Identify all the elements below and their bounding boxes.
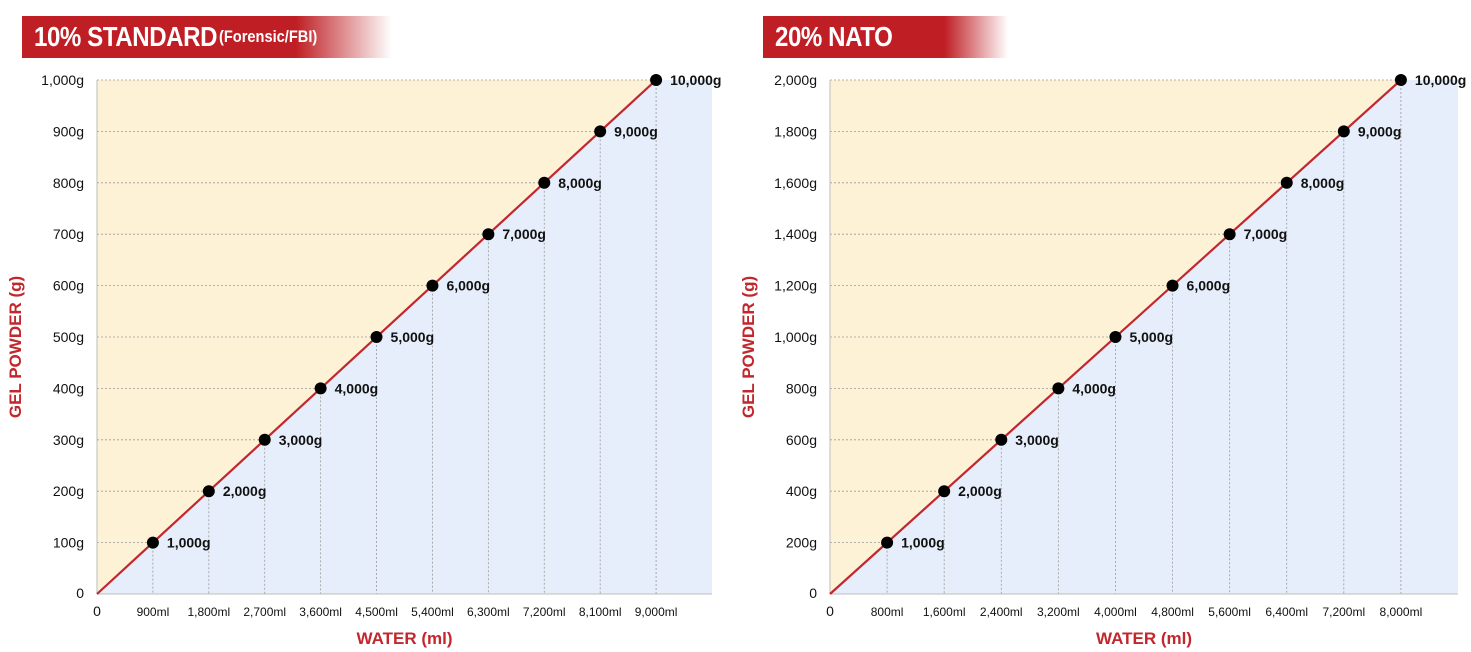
data-label: 3,000g bbox=[1015, 432, 1059, 448]
x-tick-label: 8,000ml bbox=[1380, 605, 1423, 619]
data-label: 9,000g bbox=[614, 123, 658, 139]
y-tick-label: 1,800g bbox=[774, 123, 817, 139]
data-label: 5,000g bbox=[391, 329, 435, 345]
x-axis-title: WATER (ml) bbox=[356, 629, 452, 648]
data-label: 2,000g bbox=[223, 483, 267, 499]
y-tick-label: 400g bbox=[53, 380, 84, 396]
data-point bbox=[1337, 125, 1350, 138]
data-label: 4,000g bbox=[335, 380, 379, 396]
x-tick-label: 4,800ml bbox=[1151, 605, 1194, 619]
data-point bbox=[482, 228, 495, 241]
x-tick-label: 4,000ml bbox=[1094, 605, 1137, 619]
data-point bbox=[594, 125, 607, 138]
data-point bbox=[1109, 331, 1122, 343]
data-point bbox=[650, 74, 663, 86]
y-axis-title: GEL POWDER (g) bbox=[739, 276, 758, 418]
data-label: 8,000g bbox=[1301, 175, 1345, 191]
y-tick-label: 2,000g bbox=[774, 72, 817, 88]
data-label: 10,000g bbox=[670, 72, 721, 88]
y-tick-label: 600g bbox=[786, 432, 817, 448]
x-tick-label: 6,300ml bbox=[467, 605, 510, 619]
x-tick-label: 9,000ml bbox=[635, 605, 678, 619]
chart-title-banner-nato: 20% NATO bbox=[763, 16, 1008, 58]
data-label: 9,000g bbox=[1358, 123, 1402, 139]
y-tick-label: 1,000g bbox=[41, 72, 84, 88]
data-point bbox=[202, 485, 215, 498]
x-tick-label: 3,200ml bbox=[1037, 605, 1080, 619]
data-point bbox=[314, 382, 327, 395]
y-tick-label: 700g bbox=[53, 226, 84, 242]
x-tick-label: 1,800ml bbox=[187, 605, 230, 619]
y-tick-label: 800g bbox=[786, 380, 817, 396]
data-point bbox=[538, 176, 551, 189]
y-tick-label: 200g bbox=[786, 535, 817, 551]
chart-title: 20% NATO bbox=[775, 21, 893, 52]
x-tick-label-origin: 0 bbox=[93, 603, 101, 619]
x-tick-label: 5,600ml bbox=[1208, 605, 1251, 619]
x-axis-title: WATER (ml) bbox=[1096, 629, 1192, 648]
data-point bbox=[881, 536, 894, 549]
x-tick-label: 7,200ml bbox=[523, 605, 566, 619]
chart-subtitle: (Forensic/FBI) bbox=[218, 27, 318, 46]
y-tick-label: 100g bbox=[53, 535, 84, 551]
x-tick-label: 900ml bbox=[137, 605, 170, 619]
data-label: 1,000g bbox=[167, 535, 211, 551]
x-tick-label: 8,100ml bbox=[579, 605, 622, 619]
y-tick-label: 800g bbox=[53, 175, 84, 191]
y-tick-label-origin: 0 bbox=[809, 585, 817, 601]
y-tick-label: 1,400g bbox=[774, 226, 817, 242]
data-label: 6,000g bbox=[1187, 278, 1231, 294]
y-tick-label: 1,000g bbox=[774, 329, 817, 345]
chart-title: 10% STANDARD bbox=[34, 21, 218, 52]
chart-standard: 1,000g 2,000g 3,000g 4,000g 5,000g 6,000g 7,00… bbox=[6, 72, 721, 648]
y-tick-label: 600g bbox=[53, 278, 84, 294]
data-point bbox=[370, 331, 383, 343]
y-tick-label: 200g bbox=[53, 483, 84, 499]
x-tick-label: 1,600ml bbox=[923, 605, 966, 619]
data-point bbox=[995, 433, 1008, 446]
x-tick-label: 3,600ml bbox=[299, 605, 342, 619]
x-tick-label: 5,400ml bbox=[411, 605, 454, 619]
x-tick-label: 2,400ml bbox=[980, 605, 1023, 619]
y-tick-label: 900g bbox=[53, 123, 84, 139]
y-tick-label: 300g bbox=[53, 432, 84, 448]
y-tick-label-origin: 0 bbox=[76, 585, 84, 601]
data-point bbox=[146, 536, 159, 549]
y-axis-title: GEL POWDER (g) bbox=[6, 276, 25, 418]
data-label: 5,000g bbox=[1129, 329, 1173, 345]
data-label: 1,000g bbox=[901, 535, 945, 551]
data-point bbox=[1166, 279, 1179, 292]
y-tick-label: 1,600g bbox=[774, 175, 817, 191]
data-point bbox=[1052, 382, 1065, 395]
data-point bbox=[426, 279, 439, 292]
x-tick-label: 6,400ml bbox=[1265, 605, 1308, 619]
x-tick-label: 4,500ml bbox=[355, 605, 398, 619]
y-tick-label: 1,200g bbox=[774, 278, 817, 294]
data-label: 6,000g bbox=[446, 278, 490, 294]
data-label: 7,000g bbox=[1244, 226, 1288, 242]
data-point bbox=[1223, 228, 1236, 241]
data-point bbox=[1280, 176, 1293, 189]
data-point bbox=[258, 433, 271, 446]
data-point bbox=[1394, 74, 1407, 86]
data-label: 8,000g bbox=[558, 175, 602, 191]
y-tick-label: 500g bbox=[53, 329, 84, 345]
data-label: 3,000g bbox=[279, 432, 323, 448]
chart-title-banner-standard: 10% STANDARD (Forensic/FBI) bbox=[22, 16, 392, 58]
y-tick-label: 400g bbox=[786, 483, 817, 499]
x-tick-label: 2,700ml bbox=[243, 605, 286, 619]
data-label: 7,000g bbox=[502, 226, 546, 242]
data-label: 2,000g bbox=[958, 483, 1002, 499]
x-tick-label: 7,200ml bbox=[1322, 605, 1365, 619]
data-label: 4,000g bbox=[1072, 380, 1116, 396]
data-label: 10,000g bbox=[1415, 72, 1466, 88]
x-tick-label-origin: 0 bbox=[826, 603, 834, 619]
data-point bbox=[938, 485, 951, 498]
x-tick-label: 800ml bbox=[871, 605, 904, 619]
